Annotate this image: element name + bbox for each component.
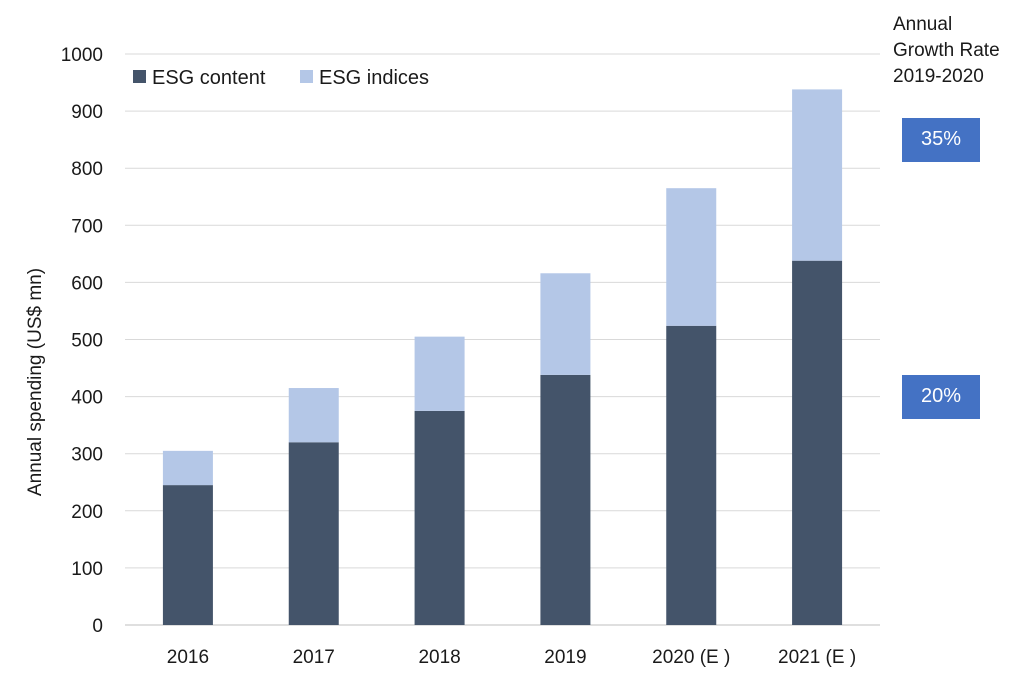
x-tick-labels: 2016 2017 2018 2019 2020 (E ) 2021 (E ) <box>167 647 856 668</box>
y-tick-label: 700 <box>71 216 103 237</box>
gridlines <box>125 53 880 626</box>
y-tick-label: 900 <box>71 102 103 123</box>
legend-swatch <box>133 70 146 83</box>
bar-esg-content <box>792 260 843 625</box>
bar-esg-content <box>288 442 339 625</box>
bar-esg-indices <box>792 89 843 261</box>
y-tick-labels: 0 100 200 300 400 500 600 700 800 900 1000 <box>61 45 103 637</box>
bar-esg-indices <box>414 336 465 411</box>
x-tick-label: 2018 <box>418 647 460 668</box>
legend: ESG content ESG indices <box>133 67 429 89</box>
bar-esg-content <box>666 325 717 625</box>
growth-header-line-3: 2019-2020 <box>893 66 984 87</box>
y-tick-label: 500 <box>71 331 103 352</box>
legend-swatch <box>300 70 313 83</box>
bar-esg-indices <box>288 388 339 443</box>
bar-esg-content <box>540 374 591 625</box>
y-tick-label: 0 <box>92 616 103 637</box>
y-tick-label: 400 <box>71 388 103 409</box>
y-axis-label: Annual spending (US$ mn) <box>25 268 46 496</box>
y-tick-label: 800 <box>71 159 103 180</box>
x-tick-label: 2019 <box>544 647 586 668</box>
bar-esg-indices <box>540 273 591 375</box>
x-tick-label: 2016 <box>167 647 209 668</box>
y-tick-label: 200 <box>71 502 103 523</box>
growth-header-line-1: Annual <box>893 14 953 35</box>
growth-rate-badge-35: 35% <box>902 117 980 162</box>
y-tick-label: 300 <box>71 445 103 466</box>
legend-label: ESG content <box>152 67 266 89</box>
growth-rate-badge-20: 20% <box>902 374 980 419</box>
legend-label: ESG indices <box>319 67 429 89</box>
bar-esg-indices <box>666 188 717 326</box>
y-tick-label: 600 <box>71 273 103 294</box>
y-tick-label: 1000 <box>61 45 103 66</box>
x-tick-label: 2017 <box>293 647 335 668</box>
bar-esg-content <box>162 485 213 625</box>
y-tick-label: 100 <box>71 559 103 580</box>
bar-esg-content <box>414 410 465 625</box>
growth-header-line-2: Growth Rate <box>893 40 1000 61</box>
x-tick-label: 2020 (E ) <box>652 647 730 668</box>
bar-esg-indices <box>162 450 213 486</box>
x-tick-label: 2021 (E ) <box>778 647 856 668</box>
growth-rate-header: Annual Growth Rate 2019-2020 <box>893 12 1000 90</box>
bars <box>162 89 843 625</box>
